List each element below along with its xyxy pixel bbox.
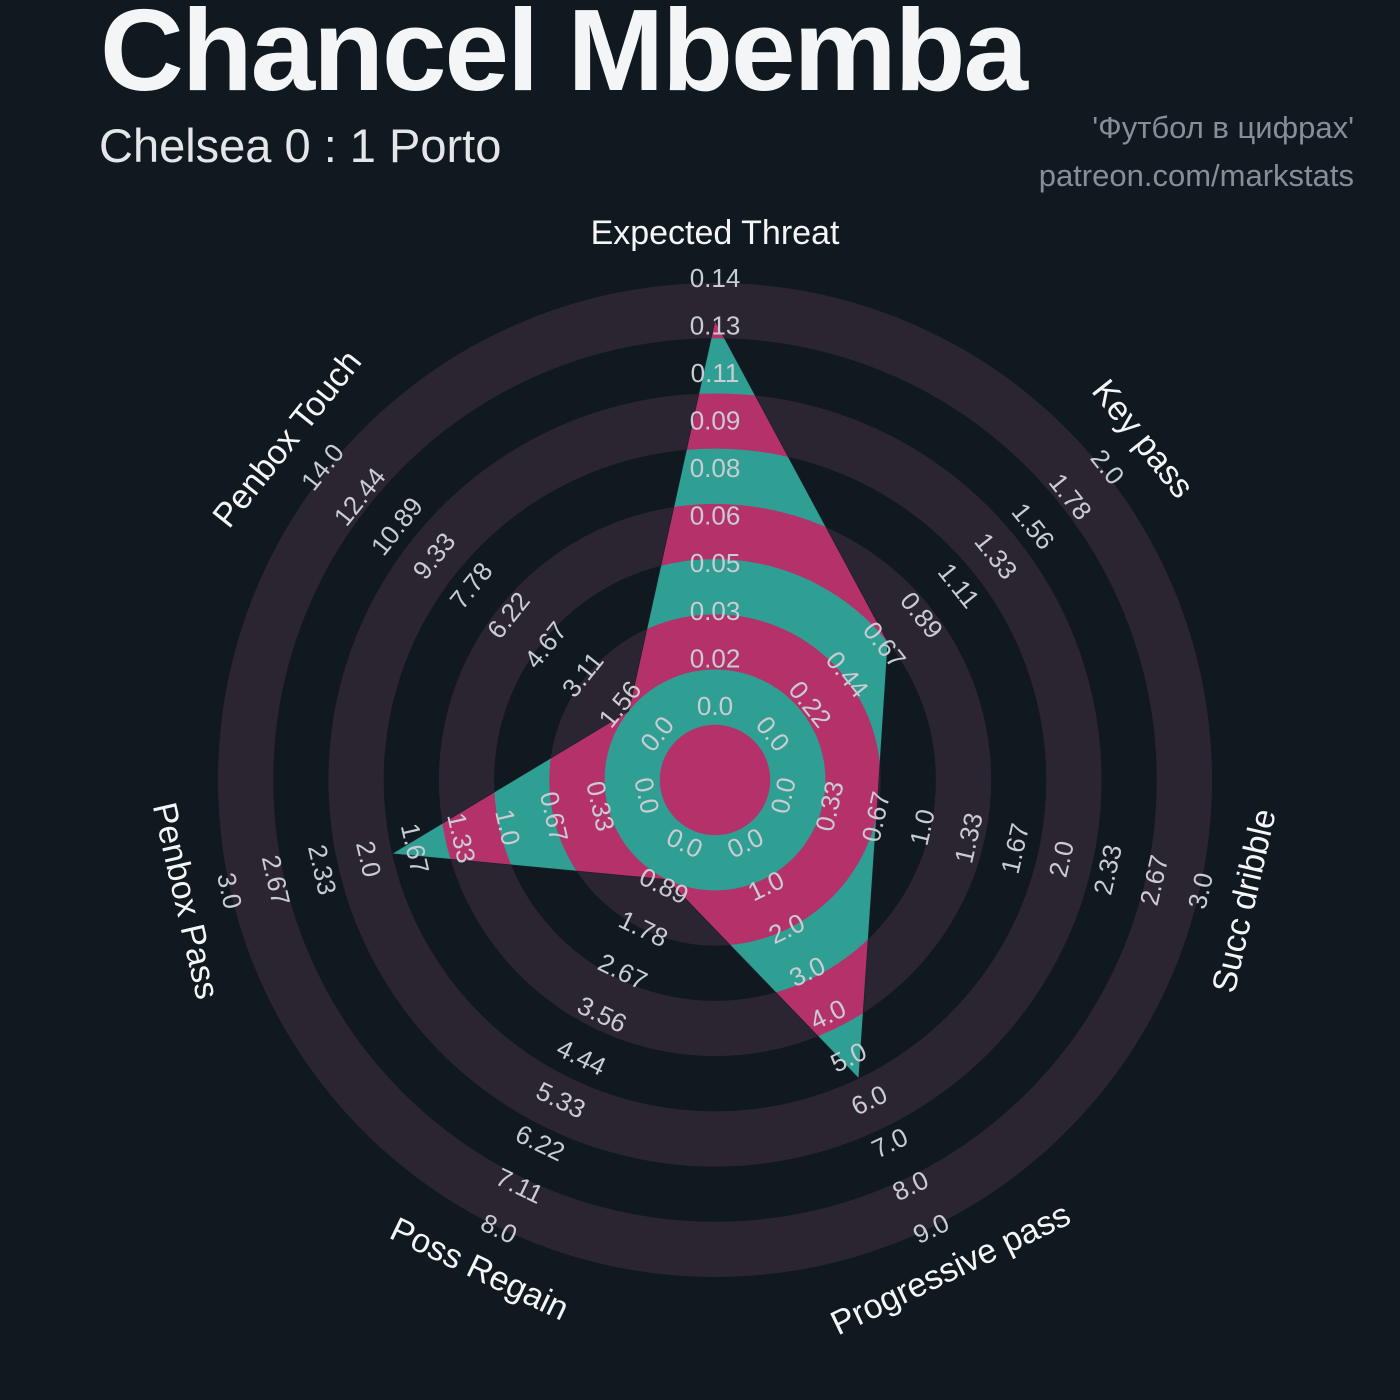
svg-text:3.0: 3.0: [211, 870, 248, 912]
svg-text:3.0: 3.0: [1182, 870, 1219, 912]
svg-text:Succ dribble: Succ dribble: [1205, 805, 1284, 996]
svg-text:Penbox Pass: Penbox Pass: [145, 799, 227, 1003]
svg-text:0.03: 0.03: [690, 596, 741, 626]
svg-text:0.02: 0.02: [690, 643, 741, 673]
svg-text:0.08: 0.08: [690, 453, 741, 483]
svg-text:0.13: 0.13: [690, 310, 741, 340]
svg-text:0.11: 0.11: [691, 358, 740, 388]
svg-text:0.05: 0.05: [690, 548, 741, 578]
svg-text:0.06: 0.06: [690, 501, 741, 531]
svg-text:0.14: 0.14: [690, 263, 741, 293]
svg-text:Expected Threat: Expected Threat: [591, 214, 840, 252]
svg-text:0.0: 0.0: [697, 691, 733, 721]
svg-text:0.09: 0.09: [690, 406, 741, 436]
